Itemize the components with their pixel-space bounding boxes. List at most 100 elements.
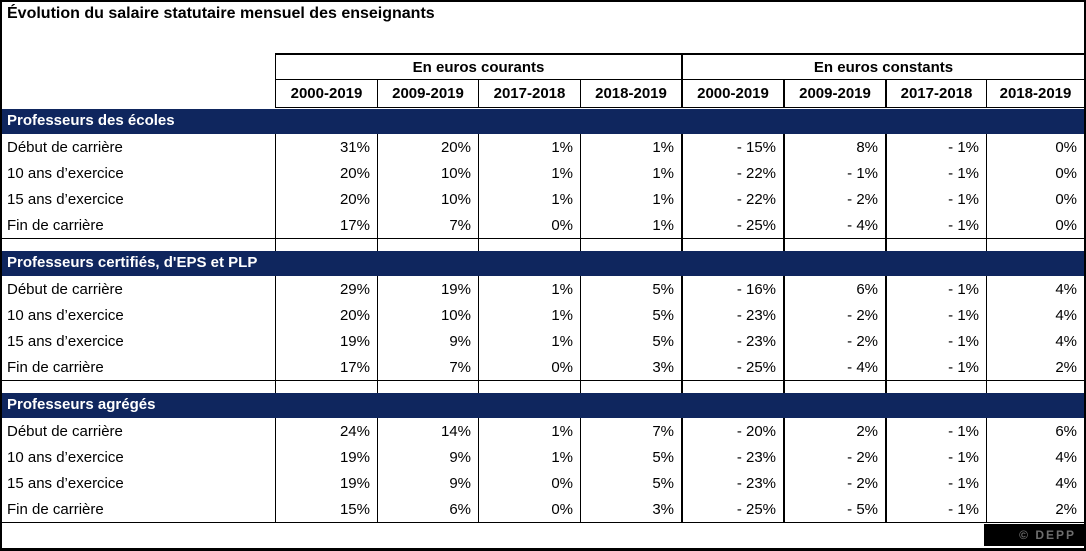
value-cell: - 5%: [783, 496, 885, 522]
value-cell: - 1%: [885, 212, 986, 238]
value-cell: - 25%: [681, 496, 783, 522]
column-group-row: En euros courants En euros constants: [275, 53, 1084, 80]
value-cell: - 2%: [783, 302, 885, 328]
row-label: 10 ans d’exercice: [7, 164, 124, 182]
value-cell: 2%: [783, 418, 885, 444]
spacer-cell: [275, 239, 377, 251]
value-cell: - 23%: [681, 444, 783, 470]
value-cell: 31%: [275, 134, 377, 160]
row-label: 15 ans d’exercice: [7, 474, 124, 492]
spacer-cell: [580, 381, 681, 393]
value-cell: 10%: [377, 302, 478, 328]
value-cell: 0%: [478, 354, 580, 380]
value-cell: 9%: [377, 470, 478, 496]
value-cell: - 15%: [681, 134, 783, 160]
value-cell: 1%: [580, 212, 681, 238]
section-divider: [2, 522, 1084, 523]
value-cell: - 2%: [783, 470, 885, 496]
row-label: Fin de carrière: [7, 500, 104, 518]
spacer-cell: [986, 239, 1084, 251]
value-cell: - 23%: [681, 302, 783, 328]
value-cell: 1%: [580, 160, 681, 186]
value-cell: - 1%: [783, 160, 885, 186]
section-header: Professeurs certifiés, d'EPS et PLP: [2, 251, 1084, 276]
value-cell: 7%: [377, 212, 478, 238]
spacer-cell: [783, 239, 885, 251]
value-cell: - 4%: [783, 212, 885, 238]
value-cell: 0%: [986, 134, 1084, 160]
column-header: 2000-2019: [681, 80, 783, 108]
column-header: 2017-2018: [478, 80, 580, 108]
spacer-cell: [478, 381, 580, 393]
value-cell: - 1%: [885, 302, 986, 328]
value-cell: 5%: [580, 328, 681, 354]
spacer-cell: [681, 239, 783, 251]
value-cell: 9%: [377, 328, 478, 354]
column-header: 2000-2019: [275, 80, 377, 108]
column-header: 2009-2019: [783, 80, 885, 108]
section-header: Professeurs agrégés: [2, 393, 1084, 418]
value-cell: - 2%: [783, 328, 885, 354]
value-cell: - 1%: [885, 418, 986, 444]
value-cell: 19%: [275, 444, 377, 470]
spacer-cell: [783, 381, 885, 393]
value-cell: - 1%: [885, 444, 986, 470]
value-cell: - 22%: [681, 160, 783, 186]
value-cell: 3%: [580, 354, 681, 380]
value-cell: 24%: [275, 418, 377, 444]
value-cell: - 4%: [783, 354, 885, 380]
value-cell: 19%: [275, 470, 377, 496]
value-cell: 10%: [377, 160, 478, 186]
value-cell: 0%: [478, 212, 580, 238]
value-cell: - 1%: [885, 186, 986, 212]
value-cell: - 1%: [885, 328, 986, 354]
value-cell: 1%: [580, 134, 681, 160]
value-cell: 1%: [478, 444, 580, 470]
row-label: 15 ans d’exercice: [7, 190, 124, 208]
row-label: 15 ans d’exercice: [7, 332, 124, 350]
table-row: Début de carrière 24% 14% 1% 7% - 20% 2% - 1% 6%: [2, 418, 1084, 444]
row-label: 10 ans d’exercice: [7, 448, 124, 466]
value-cell: 4%: [986, 302, 1084, 328]
value-cell: 1%: [478, 134, 580, 160]
value-cell: - 25%: [681, 354, 783, 380]
table-body: Professeurs des écoles Début de carrière 3…: [2, 109, 1084, 547]
depp-credit-badge: © DEPP: [984, 524, 1084, 546]
row-label: Début de carrière: [7, 138, 123, 156]
value-cell: 5%: [580, 470, 681, 496]
row-label: Début de carrière: [7, 422, 123, 440]
value-cell: 20%: [377, 134, 478, 160]
value-cell: - 2%: [783, 186, 885, 212]
value-cell: 8%: [783, 134, 885, 160]
row-label: Fin de carrière: [7, 358, 104, 376]
spacer-cell: [986, 381, 1084, 393]
value-cell: 20%: [275, 160, 377, 186]
value-cell: 4%: [986, 470, 1084, 496]
table-footer-row: © DEPP: [2, 523, 1084, 547]
spacer-cell: [377, 381, 478, 393]
value-cell: 17%: [275, 212, 377, 238]
value-cell: 19%: [275, 328, 377, 354]
value-cell: 10%: [377, 186, 478, 212]
depp-credit-label: © DEPP: [1019, 528, 1076, 542]
value-cell: - 25%: [681, 212, 783, 238]
table-row: Fin de carrière 17% 7% 0% 1% - 25% - 4% - 1% 0%: [2, 212, 1084, 238]
value-cell: 2%: [986, 496, 1084, 522]
value-cell: - 2%: [783, 444, 885, 470]
column-header: 2017-2018: [885, 80, 986, 108]
table-row: 15 ans d’exercice 20% 10% 1% 1% - 22% - 2% - 1%…: [2, 186, 1084, 212]
value-cell: 2%: [986, 354, 1084, 380]
value-cell: 1%: [478, 418, 580, 444]
table-row: 10 ans d’exercice 20% 10% 1% 1% - 22% - 1% - 1%…: [2, 160, 1084, 186]
page-title: Évolution du salaire statutaire mensuel …: [7, 5, 435, 22]
value-cell: - 23%: [681, 470, 783, 496]
value-cell: 6%: [986, 418, 1084, 444]
value-cell: 5%: [580, 276, 681, 302]
spacer-cell: [681, 381, 783, 393]
row-label: Début de carrière: [7, 280, 123, 298]
value-cell: - 23%: [681, 328, 783, 354]
section-header: Professeurs des écoles: [2, 109, 1084, 134]
value-cell: 4%: [986, 276, 1084, 302]
value-cell: 1%: [478, 186, 580, 212]
